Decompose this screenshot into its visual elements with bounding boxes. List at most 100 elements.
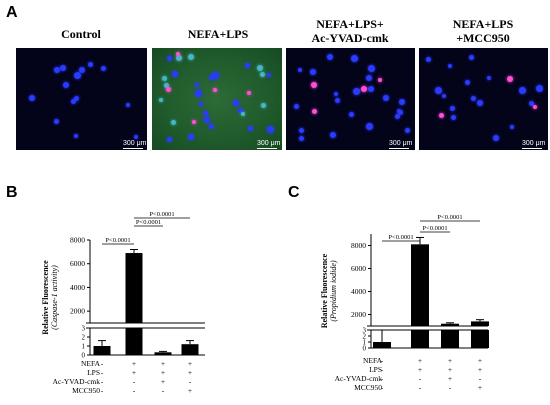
cell-nucleus: [368, 65, 376, 73]
cell-nucleus: [166, 137, 172, 143]
cell-nucleus: [62, 82, 69, 89]
cell-nucleus: [397, 110, 403, 116]
condition-sign: -: [133, 386, 136, 395]
cell-nucleus: [232, 99, 239, 106]
condition-sign: +: [132, 368, 136, 377]
cell-nucleus: [299, 127, 305, 133]
y-tick-label: 6000: [351, 264, 366, 273]
y-tick-label: 1: [363, 339, 367, 347]
condition-sign: +: [418, 356, 422, 365]
cell-nucleus: [327, 53, 334, 60]
bar: [373, 342, 391, 348]
y-tick-label: 2: [363, 333, 367, 341]
panel-a-label: A: [6, 4, 18, 21]
cell-nucleus: [529, 100, 535, 106]
condition-sign: -: [449, 383, 452, 392]
cell-nucleus: [293, 103, 299, 109]
bar: [471, 321, 489, 326]
cell-nucleus: [334, 98, 340, 104]
y-tick-label: 0: [82, 352, 86, 360]
scale-bar: [389, 148, 409, 149]
scale-bar: [123, 148, 143, 149]
cell-nucleus: [187, 54, 194, 61]
micro-title-line: Control: [61, 27, 101, 41]
cell-nucleus: [260, 102, 266, 108]
cell-nucleus: [311, 81, 318, 88]
y-axis-label: (Propidium iodide): [329, 260, 338, 322]
cell-nucleus: [163, 82, 169, 88]
cell-nucleus: [298, 135, 304, 141]
cell-nucleus: [470, 95, 476, 101]
condition-sign: -: [419, 383, 422, 392]
cell-nucleus: [435, 86, 443, 94]
cell-nucleus: [267, 125, 275, 133]
bar: [93, 346, 111, 355]
cell-nucleus: [245, 63, 251, 69]
cell-nucleus: [351, 55, 359, 63]
condition-sign: +: [478, 383, 482, 392]
cell-nucleus: [172, 71, 179, 78]
condition-sign: +: [161, 359, 165, 368]
cell-nucleus: [383, 95, 390, 102]
cell-nucleus: [365, 123, 373, 131]
bar-lower-part: [411, 330, 429, 348]
condition-sign: -: [189, 377, 192, 386]
micro-title-control: Control: [15, 27, 147, 41]
condition-sign: +: [448, 374, 452, 383]
cell-nucleus: [213, 87, 218, 92]
cell-nucleus: [87, 61, 93, 67]
cell-nucleus: [349, 112, 355, 118]
cell-nucleus: [133, 135, 138, 140]
condition-label: NEFA: [363, 356, 383, 365]
cell-nucleus: [311, 108, 317, 114]
condition-sign: -: [162, 386, 165, 395]
cell-nucleus: [310, 69, 317, 76]
condition-sign: +: [132, 359, 136, 368]
cell-nucleus: [208, 74, 214, 80]
condition-sign: +: [161, 368, 165, 377]
cell-nucleus: [73, 95, 79, 101]
panel-c-label: C: [288, 184, 300, 201]
y-tick-label: 2000: [70, 307, 85, 316]
significance-label: P<0.0001: [105, 237, 130, 244]
cell-nucleus: [438, 112, 444, 118]
cell-nucleus: [194, 89, 202, 97]
cell-nucleus: [162, 76, 168, 82]
condition-sign: -: [381, 365, 384, 374]
scale-label: 300 μm: [389, 140, 413, 147]
cell-nucleus: [188, 134, 194, 141]
cell-nucleus: [450, 114, 456, 120]
cell-nucleus: [212, 72, 220, 80]
y-tick-label: 1: [82, 343, 86, 351]
cell-nucleus: [194, 82, 199, 87]
cell-nucleus: [204, 117, 211, 124]
cell-nucleus: [176, 55, 183, 62]
cell-nucleus: [448, 63, 453, 68]
micro-title-line: NEFA+LPS: [452, 17, 514, 31]
micrograph-mcc950: [419, 48, 548, 150]
y-tick-label: 2000: [351, 310, 366, 319]
cell-nucleus: [54, 119, 60, 125]
condition-sign: -: [419, 374, 422, 383]
cell-nucleus: [257, 64, 264, 71]
chart-b: Relative Fluorescence (Caspase-1 activity…: [41, 211, 205, 395]
scale-label: 300 μm: [123, 140, 147, 147]
bar: [411, 244, 429, 326]
cell-nucleus: [166, 86, 172, 92]
cell-nucleus: [101, 65, 107, 71]
cell-nucleus: [507, 75, 514, 82]
condition-sign: -: [381, 356, 384, 365]
bar-lower-part: [441, 330, 459, 348]
condition-label: LPS: [369, 365, 382, 374]
micro-title-nefa-lps: NEFA+LPS: [152, 27, 284, 41]
cell-nucleus: [53, 66, 60, 73]
cell-nucleus: [426, 57, 432, 63]
bar: [154, 352, 172, 355]
significance-label: P<0.0001: [437, 214, 462, 221]
cell-nucleus: [518, 87, 526, 95]
condition-label: LPS: [87, 368, 100, 377]
significance-label: P<0.0001: [136, 219, 161, 226]
cell-nucleus: [493, 134, 499, 141]
micro-title-ac-yvad: NEFA+LPS+ Ac-YVAD-cmk: [285, 17, 415, 45]
cell-nucleus: [361, 86, 368, 92]
